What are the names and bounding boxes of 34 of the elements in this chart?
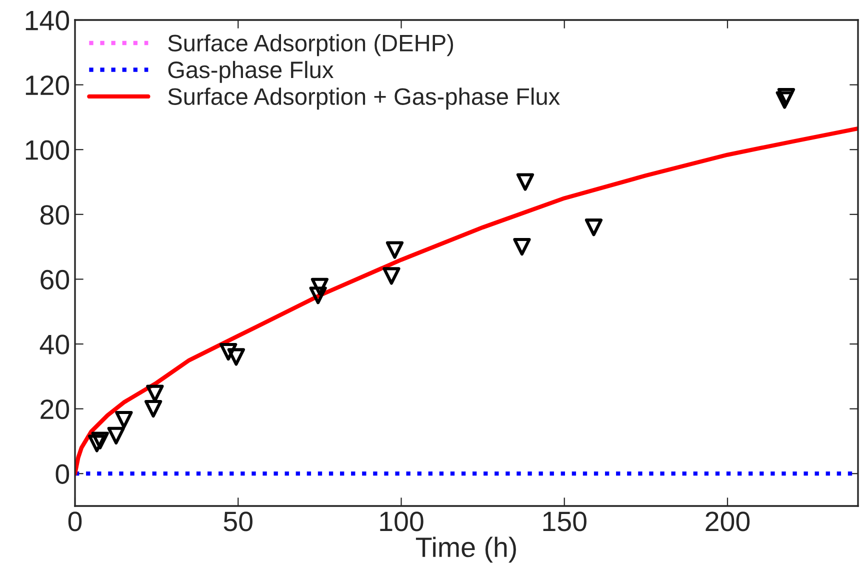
legend-label: Gas-phase Flux	[168, 60, 334, 83]
point	[115, 411, 133, 429]
legend-label: Surface Adsorption + Gas-phase Flux	[168, 88, 560, 110]
point	[107, 426, 125, 445]
x-tick-label: 150	[543, 512, 586, 532]
x-tick-label: 50	[224, 512, 252, 532]
point	[777, 88, 796, 106]
x-tick-label: 100	[380, 512, 424, 532]
point	[584, 218, 603, 236]
line-series	[75, 126, 858, 476]
x-axis-title: Time (h)	[416, 536, 516, 563]
point	[776, 91, 794, 109]
point	[227, 348, 245, 366]
x-tick-label: 200	[706, 512, 750, 532]
y-tick-label: 20	[40, 399, 70, 420]
point	[220, 342, 238, 361]
y-tick-label: 0	[56, 464, 70, 484]
point	[386, 241, 404, 259]
point	[513, 238, 531, 256]
point	[88, 434, 106, 452]
y-tick-label: 40	[40, 334, 70, 354]
point	[382, 267, 400, 285]
y-tick-label: 80	[40, 205, 70, 225]
point	[144, 400, 162, 418]
point	[310, 278, 328, 296]
legend-label: Surface Adsorption (DEHP)	[168, 34, 454, 56]
point	[309, 286, 327, 304]
point	[91, 432, 109, 450]
x-tick-label: 0	[68, 512, 82, 532]
y-tick-label: 100	[26, 140, 70, 160]
y-tick-label: 120	[26, 75, 70, 96]
y-tick-label: 140	[26, 10, 70, 30]
y-tick-label: 60	[40, 270, 70, 290]
point	[516, 173, 534, 191]
